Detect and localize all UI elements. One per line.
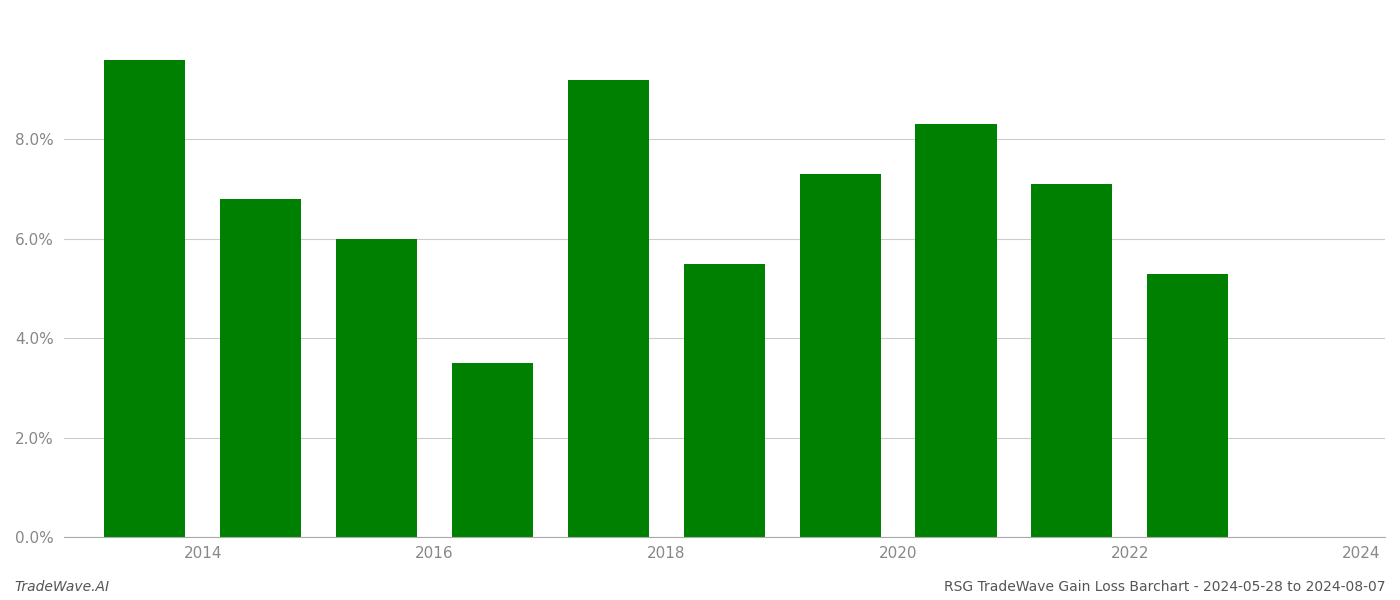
Bar: [916, 124, 997, 537]
Bar: [568, 80, 648, 537]
Bar: [336, 239, 417, 537]
Bar: [799, 174, 881, 537]
Bar: [1032, 184, 1113, 537]
Text: TradeWave.AI: TradeWave.AI: [14, 580, 109, 594]
Text: RSG TradeWave Gain Loss Barchart - 2024-05-28 to 2024-08-07: RSG TradeWave Gain Loss Barchart - 2024-…: [945, 580, 1386, 594]
Bar: [452, 363, 533, 537]
Bar: [1147, 274, 1228, 537]
Bar: [683, 263, 764, 537]
Bar: [220, 199, 301, 537]
Bar: [104, 60, 185, 537]
